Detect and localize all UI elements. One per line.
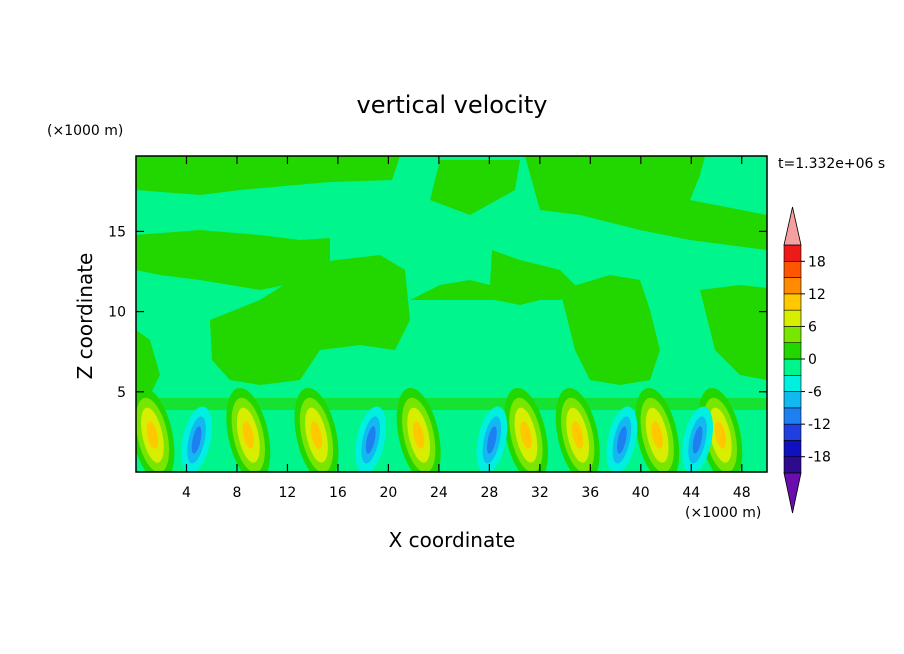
colorbar: 18 12 6 0 -6 -12 -18 bbox=[783, 206, 831, 514]
colorbar-tick-label: -6 bbox=[808, 385, 822, 401]
updraft-contour bbox=[714, 421, 726, 449]
updraft-contour bbox=[520, 421, 532, 449]
colorbar-segment bbox=[783, 456, 802, 474]
plot-frame bbox=[135, 155, 768, 473]
downdraft-contour bbox=[487, 426, 497, 454]
colorbar-tick-label: 18 bbox=[808, 254, 826, 270]
y-tick-label: 15 bbox=[108, 224, 126, 240]
colorbar-tick-label: -18 bbox=[808, 450, 831, 466]
x-tick-label: 40 bbox=[632, 485, 650, 501]
x-tick-label: 24 bbox=[430, 485, 448, 501]
colorbar-segment bbox=[783, 374, 802, 392]
chart-title: vertical velocity bbox=[357, 91, 548, 119]
x-tick-label: 48 bbox=[733, 485, 751, 501]
downdraft-cells bbox=[181, 406, 714, 472]
colorbar-tick-label: 12 bbox=[808, 287, 826, 303]
colorbar-segment bbox=[783, 244, 802, 262]
colorbar-tick-label: 6 bbox=[808, 319, 817, 335]
downdraft-contour bbox=[191, 426, 202, 454]
weak-updraft-regions bbox=[136, 156, 767, 410]
downdraft-contour bbox=[616, 426, 627, 454]
updraft-contour bbox=[146, 421, 159, 449]
updraft-contour bbox=[651, 421, 663, 449]
x-tick-label: 8 bbox=[232, 485, 241, 501]
x-tick-label: 28 bbox=[480, 485, 498, 501]
plot-area bbox=[136, 156, 767, 472]
colorbar-extend-max bbox=[783, 206, 802, 246]
x-tick-label: 44 bbox=[682, 485, 700, 501]
updraft-contour bbox=[412, 421, 425, 449]
colorbar-segment bbox=[783, 293, 802, 311]
y-axis-label: Z coordinate bbox=[73, 253, 97, 380]
downdraft-contour bbox=[692, 426, 703, 454]
y-unit-label: (×1000 m) bbox=[47, 123, 123, 139]
updraft-contour bbox=[310, 421, 323, 449]
y-axis: 5 10 15 bbox=[108, 224, 767, 401]
updraft-cells bbox=[136, 387, 743, 472]
x-tick-label: 4 bbox=[182, 485, 191, 501]
colorbar-segment bbox=[783, 440, 802, 458]
colorbar-segment bbox=[783, 423, 802, 441]
x-tick-label: 16 bbox=[329, 485, 347, 501]
x-axis: 4 8 12 16 20 24 28 32 36 40 44 48 bbox=[182, 156, 751, 501]
colorbar-segment bbox=[783, 309, 802, 327]
x-axis-label: X coordinate bbox=[389, 528, 516, 552]
colorbar-segment bbox=[783, 277, 802, 295]
time-label: t=1.332e+06 s bbox=[778, 156, 885, 172]
x-tick-label: 12 bbox=[279, 485, 297, 501]
colorbar-segment bbox=[783, 326, 802, 344]
colorbar-segment bbox=[783, 407, 802, 425]
colorbar-tick-label: -12 bbox=[808, 417, 831, 433]
colorbar-segment bbox=[783, 358, 802, 376]
colorbar-segment bbox=[783, 260, 802, 278]
colorbar-segment bbox=[783, 342, 802, 360]
updraft-contour bbox=[572, 421, 584, 449]
colorbar-segment bbox=[783, 391, 802, 409]
colorbar-extend-min bbox=[783, 472, 802, 514]
x-unit-label: (×1000 m) bbox=[685, 505, 761, 521]
y-tick-label: 10 bbox=[108, 305, 126, 321]
x-tick-label: 32 bbox=[531, 485, 549, 501]
colorbar-tick-label: 0 bbox=[808, 352, 817, 368]
updraft-contour bbox=[242, 421, 255, 449]
downdraft-contour bbox=[365, 426, 376, 454]
x-tick-label: 36 bbox=[581, 485, 599, 501]
y-tick-label: 5 bbox=[117, 385, 126, 401]
x-tick-label: 20 bbox=[379, 485, 397, 501]
